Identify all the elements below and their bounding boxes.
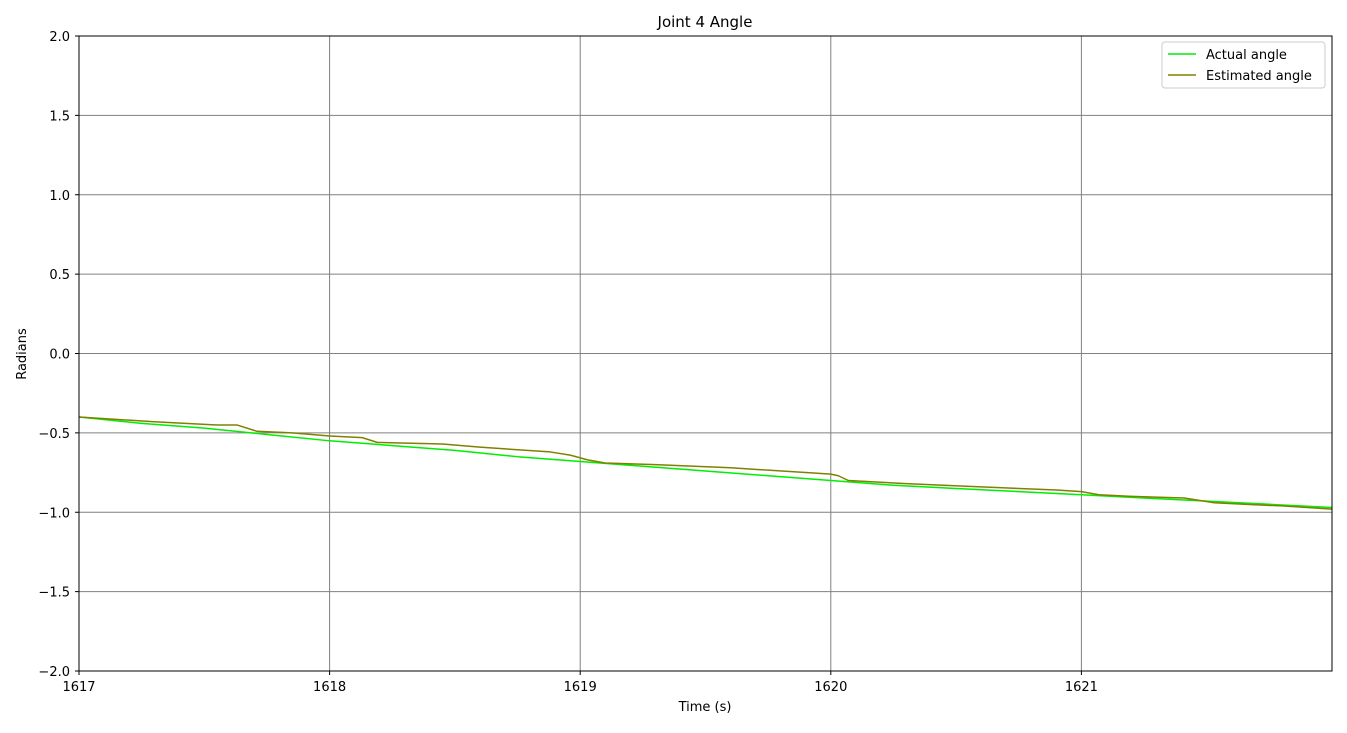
y-tick-label: −0.5 xyxy=(38,427,70,442)
legend-label-estimated-angle: Estimated angle xyxy=(1206,69,1312,84)
y-tick-label: 0.5 xyxy=(49,268,70,283)
chart-title: Joint 4 Angle xyxy=(657,13,753,31)
y-tick-label: 0.0 xyxy=(49,348,70,363)
y-tick-label: −1.5 xyxy=(38,586,70,601)
series-layer xyxy=(78,416,1333,510)
x-tick-label: 1618 xyxy=(313,680,346,695)
x-tick-label: 1620 xyxy=(814,680,847,695)
legend-frame xyxy=(1161,41,1326,89)
y-axis-label: Radians xyxy=(15,328,30,380)
legend-label-actual-angle: Actual angle xyxy=(1206,48,1287,63)
x-axis-label: Time (s) xyxy=(678,700,732,715)
y-tick-label: 1.5 xyxy=(49,109,70,124)
legend: Actual angle Estimated angle xyxy=(1161,41,1326,89)
x-tick-label: 1621 xyxy=(1065,680,1098,695)
x-tick-label: 1619 xyxy=(564,680,597,695)
tick-layer: 1617 1618 1619 1620 1621 2.0 1.5 1.0 0.5 0.0 −0.5 −… xyxy=(38,30,1098,695)
y-tick-label: −2.0 xyxy=(38,665,70,680)
y-tick-label: 2.0 xyxy=(49,30,70,45)
y-tick-label: 1.0 xyxy=(49,189,70,204)
x-tick-label: 1617 xyxy=(62,680,95,695)
series-line-actual-angle xyxy=(78,416,1333,509)
series-line-estimated-angle xyxy=(78,416,1333,510)
y-tick-label: −1.0 xyxy=(38,506,70,521)
